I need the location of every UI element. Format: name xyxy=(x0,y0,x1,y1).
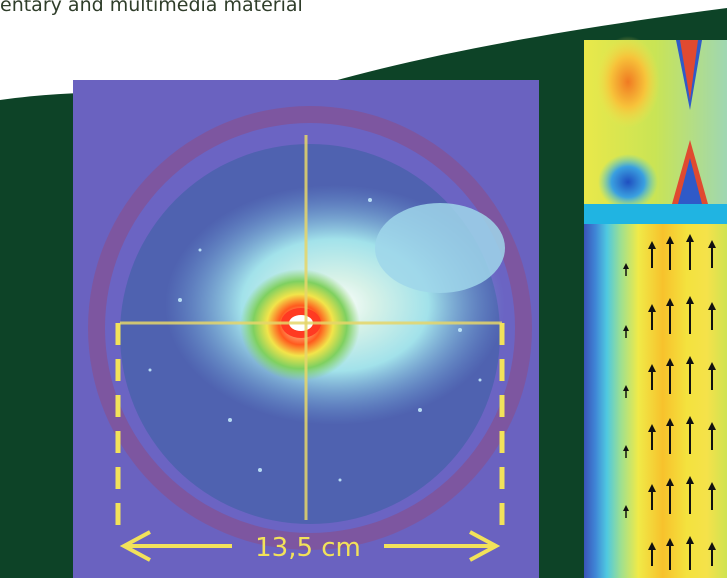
panel-divider xyxy=(584,204,727,224)
scale-label: 13,5 cm xyxy=(255,533,361,563)
caption-text: entary and multimedia material xyxy=(0,0,303,16)
detector-image: 13,5 cm xyxy=(73,80,539,578)
simulation-vector-panel xyxy=(584,224,727,578)
simulation-top-panel xyxy=(584,36,727,224)
